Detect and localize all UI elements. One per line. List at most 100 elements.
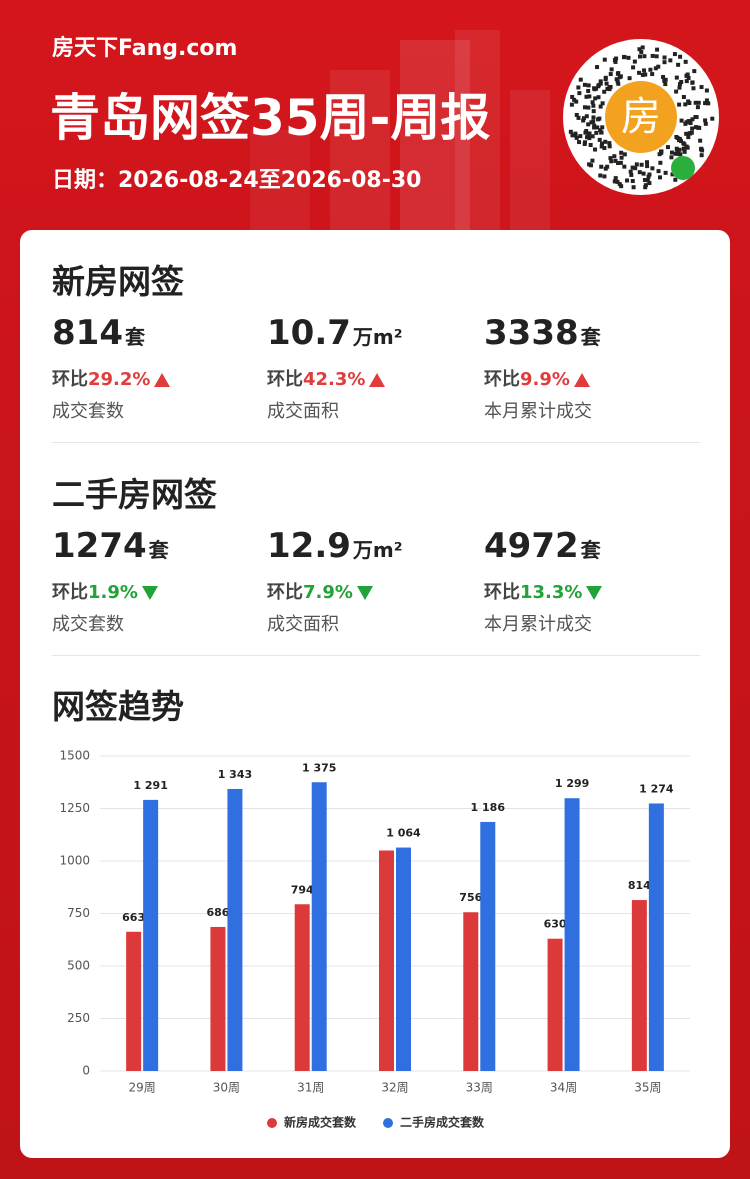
bar (631, 900, 647, 1071)
x-tick-label: 32周 (381, 1081, 408, 1095)
stat-value: 4972 套 (484, 526, 601, 566)
bar (396, 847, 411, 1071)
change: 环比29.2% (52, 365, 171, 391)
value-label: 756 (459, 891, 482, 904)
legend-marker (383, 1118, 393, 1128)
qr-label: 房 (621, 94, 661, 140)
logo: 房天下Fang.com (52, 36, 238, 61)
bar (480, 821, 496, 1071)
report-title: 青岛网签35周-周报 (50, 89, 491, 147)
x-tick-label: 35周 (634, 1081, 661, 1095)
section-title: 新房网签 (52, 262, 184, 301)
y-tick-label: 1000 (59, 854, 90, 868)
change-value: 42.3% (303, 369, 366, 390)
legend-marker (267, 1118, 277, 1128)
unit: 套 (148, 538, 169, 562)
number: 10.7 (267, 313, 351, 353)
change-label: 环比 (52, 582, 88, 603)
bar (126, 931, 142, 1071)
caption: 成交面积 (267, 401, 339, 422)
caption: 成交面积 (267, 614, 339, 635)
value-label: 1 186 (471, 801, 506, 814)
report-date: 日期：2026-08-24至2026-08-30 (52, 168, 422, 193)
stat-value: 814 套 (52, 313, 145, 353)
unit: 套 (124, 325, 145, 349)
trend-arrow (573, 373, 590, 387)
y-tick-label: 500 (67, 959, 90, 973)
value-label: 1 343 (218, 768, 252, 781)
number: 814 (52, 313, 123, 353)
stat-value: 3338 套 (484, 313, 601, 353)
y-tick-label: 250 (67, 1011, 90, 1025)
value-label: 1 064 (386, 827, 421, 840)
number: 3338 (484, 313, 579, 353)
value-label: 1 375 (302, 761, 336, 774)
bar (311, 782, 327, 1071)
bar (463, 912, 479, 1071)
unit: 套 (580, 538, 601, 562)
y-tick-label: 0 (82, 1064, 90, 1078)
background-buildings (250, 30, 550, 230)
y-tick-label: 750 (67, 906, 90, 920)
section-title: 二手房网签 (52, 475, 217, 514)
caption: 本月累计成交 (484, 614, 592, 635)
bar (547, 938, 563, 1071)
caption: 本月累计成交 (484, 401, 592, 422)
change-value: 9.9% (520, 369, 570, 390)
bar (294, 904, 310, 1071)
trend-arrow (586, 586, 603, 600)
number: 1274 (52, 526, 147, 566)
number: 12.9 (267, 526, 351, 566)
change: 环比42.3% (267, 365, 386, 391)
caption: 成交套数 (52, 614, 124, 635)
change-label: 环比 (267, 582, 303, 603)
unit: 万m² (352, 325, 403, 349)
y-tick-label: 1500 (59, 749, 90, 763)
x-tick-label: 30周 (213, 1081, 240, 1095)
change-value: 13.3% (520, 582, 583, 603)
change-label: 环比 (484, 369, 520, 390)
number: 4972 (484, 526, 579, 566)
y-tick-label: 1250 (59, 801, 90, 815)
change: 环比1.9% (52, 578, 158, 604)
change-label: 环比 (484, 582, 520, 603)
x-tick-label: 29周 (129, 1081, 156, 1095)
change-label: 环比 (52, 369, 88, 390)
value-label: 686 (206, 906, 229, 919)
change-label: 环比 (267, 369, 303, 390)
trend-arrow (154, 373, 171, 387)
x-tick-label: 34周 (550, 1081, 577, 1095)
change-value: 1.9% (88, 582, 138, 603)
divider (52, 442, 700, 443)
x-tick-label: 33周 (466, 1081, 493, 1095)
unit: 套 (580, 325, 601, 349)
change: 环比9.9% (484, 365, 590, 391)
value-label: 1 291 (133, 779, 167, 792)
change-value: 7.9% (303, 582, 353, 603)
caption: 成交套数 (52, 401, 124, 422)
value-label: 814 (628, 879, 651, 892)
qr-code: 房 (563, 39, 719, 195)
unit: 万m² (352, 538, 403, 562)
bar (379, 850, 394, 1071)
chart-title: 网签趋势 (52, 687, 184, 726)
change-value: 29.2% (88, 369, 151, 390)
bar (143, 799, 159, 1071)
bar (648, 803, 664, 1071)
x-tick-label: 31周 (297, 1081, 324, 1095)
stat-value: 1274 套 (52, 526, 169, 566)
value-label: 794 (291, 883, 314, 896)
value-label: 1 299 (555, 777, 589, 790)
value-label: 1 274 (639, 782, 674, 795)
bar (227, 788, 243, 1071)
value-label: 630 (544, 918, 567, 931)
legend-label: 二手房成交套数 (400, 1115, 485, 1130)
bar (210, 926, 226, 1071)
value-label: 663 (122, 911, 145, 924)
trend-arrow (369, 373, 386, 387)
trend-arrow (141, 586, 158, 600)
stat-value: 12.9 万m² (267, 526, 403, 566)
bar (564, 798, 580, 1071)
